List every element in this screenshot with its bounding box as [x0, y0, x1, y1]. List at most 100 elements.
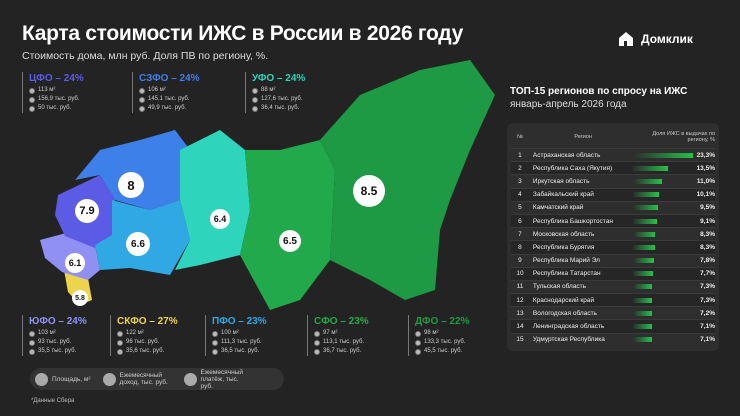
- row-num: 8: [518, 243, 522, 251]
- district-name: ДФО – 22%: [415, 316, 470, 327]
- area-icon: [415, 330, 421, 337]
- row-num: 13: [516, 309, 524, 317]
- table-row: 1 Астраханская область 23,3%: [511, 148, 715, 161]
- row-region: Астраханская область: [532, 151, 601, 159]
- income-icon: [139, 96, 145, 103]
- share-bar: [633, 165, 669, 171]
- district-income: 93 тыс. руб.: [38, 339, 72, 345]
- row-share: 7,2%: [700, 309, 715, 317]
- price-bubble-cfo: 7.9: [75, 199, 99, 223]
- payment-icon: [212, 348, 218, 355]
- district-payment: 50 тыс. руб.: [38, 105, 72, 111]
- legend-payment: Ежемесячный платёж, тыс. руб.: [200, 368, 243, 390]
- legend-area: Площадь, м²: [52, 375, 91, 383]
- payment-icon: [117, 348, 123, 355]
- table-row: 11 Тульская область 7,3%: [511, 279, 715, 293]
- table-row: 13 Вологодская область 7,2%: [511, 306, 715, 319]
- table-row: 5 Камчатский край 9,5%: [511, 200, 715, 214]
- row-num: 4: [518, 191, 522, 199]
- row-share: 8,3%: [700, 243, 715, 251]
- payment-icon: [415, 348, 421, 355]
- price-bubble-dfo: 8.5: [353, 175, 385, 207]
- logo: Домклик: [617, 30, 693, 48]
- district-payment: 35,5 тыс. руб.: [38, 348, 77, 354]
- area-icon: [117, 330, 123, 337]
- table-row: 7 Московская область 8,3%: [511, 227, 715, 240]
- share-bar: [633, 297, 653, 303]
- row-share: 9,1%: [700, 217, 715, 225]
- row-share: 7,3%: [700, 283, 715, 291]
- table-row: 10 Республика Татарстан 7,7%: [511, 266, 715, 280]
- income-icon: [415, 339, 421, 346]
- source-note: *Данные Сбера: [31, 398, 75, 404]
- district-card-szfo: СЗФО – 24% 106 м² 145,1 тыс. руб. 49,9 т…: [132, 72, 200, 113]
- district-name: ЦФО – 24%: [29, 73, 84, 84]
- price-bubble-yufo: 6.1: [65, 253, 85, 273]
- row-share: 7,8%: [700, 257, 715, 265]
- district-card-skfo: СКФО – 27% 122 м² 96 тыс. руб. 35,6 тыс.…: [110, 315, 178, 356]
- price-bubble-sfo: 6.5: [279, 230, 301, 252]
- share-bar: [633, 324, 652, 330]
- row-share: 23,3%: [696, 151, 715, 159]
- district-name: СКФО – 27%: [117, 316, 178, 327]
- district-income: 127,6 тыс. руб.: [261, 96, 303, 102]
- price-bubble-szfo: 8: [118, 172, 144, 198]
- row-num: 14: [516, 323, 524, 331]
- district-name: ПФО – 23%: [212, 316, 267, 327]
- district-payment: 36,7 тыс. руб.: [323, 348, 362, 354]
- price-bubble-ufo: 6.4: [210, 209, 230, 229]
- row-num: 1: [518, 151, 522, 159]
- income-icon: [117, 339, 123, 346]
- district-name: СФО – 23%: [314, 316, 369, 327]
- col-num: №: [517, 134, 523, 140]
- share-bar: [633, 310, 652, 316]
- district-card-cfo: ЦФО – 24% 113 м² 156,9 тыс. руб. 50 тыс.…: [22, 72, 84, 113]
- payment-icon: [314, 348, 320, 355]
- share-bar: [633, 258, 654, 264]
- income-icon: [29, 339, 35, 346]
- income-icon: [102, 372, 116, 386]
- district-area: 100 м²: [221, 330, 239, 336]
- row-region: Иркутская область: [532, 177, 590, 185]
- district-area: 106 м²: [148, 87, 166, 93]
- row-region: Ленинградская область: [532, 323, 605, 331]
- row-share: 9,5%: [700, 204, 715, 212]
- page-title: Карта стоимости ИЖС в России в 2026 году: [22, 22, 463, 45]
- share-bar: [633, 231, 655, 237]
- price-bubble-pfo: 6.6: [126, 232, 150, 256]
- table-row: 15 Удмуртская Республика 7,1%: [511, 332, 715, 346]
- district-card-sfo: СФО – 23% 97 м² 113,1 тыс. руб. 36,7 тыс…: [307, 315, 369, 356]
- payment-icon: [183, 372, 197, 386]
- house-logo-icon: [619, 32, 633, 46]
- row-region: Республика Саха (Якутия): [532, 164, 613, 172]
- area-icon: [29, 87, 35, 94]
- table-row: 14 Ленинградская область 7,1%: [511, 319, 715, 333]
- row-num: 5: [518, 204, 522, 212]
- row-region: Забайкальский край: [532, 191, 594, 199]
- area-icon: [35, 372, 48, 386]
- area-icon: [29, 330, 35, 337]
- row-num: 9: [518, 257, 522, 265]
- district-name: СЗФО – 24%: [139, 73, 200, 84]
- region-sfo: [240, 140, 335, 310]
- top-subtitle: январь-апрель 2026 года: [510, 99, 627, 110]
- share-bar: [633, 271, 654, 277]
- share-bar: [633, 244, 655, 250]
- logo-text: Домклик: [641, 32, 693, 46]
- district-payment: 35,6 тыс. руб.: [126, 348, 165, 354]
- row-num: 3: [518, 177, 522, 185]
- district-card-dfo: ДФО – 22% 98 м² 133,3 тыс. руб. 45,5 тыс…: [408, 315, 469, 356]
- row-region: Республика Татарстан: [532, 270, 601, 278]
- area-icon: [314, 330, 320, 337]
- district-payment: 45,5 тыс. руб.: [424, 348, 463, 354]
- legend-income: Ежемесячный доход, тыс. руб.: [119, 372, 168, 386]
- district-payment: 36,4 тыс. руб.: [261, 105, 300, 111]
- table-row: 6 Республика Башкортостан 9,1%: [511, 213, 715, 228]
- row-region: Тульская область: [532, 283, 587, 291]
- payment-icon: [29, 348, 35, 355]
- row-region: Краснодарский край: [532, 296, 595, 304]
- share-bar: [633, 218, 657, 224]
- district-card-ufo: УФО – 24% 88 м² 127,6 тыс. руб. 36,4 тыс…: [245, 72, 305, 113]
- table-row: 4 Забайкальский край 10,1%: [511, 187, 715, 201]
- district-area: 98 м²: [424, 330, 439, 336]
